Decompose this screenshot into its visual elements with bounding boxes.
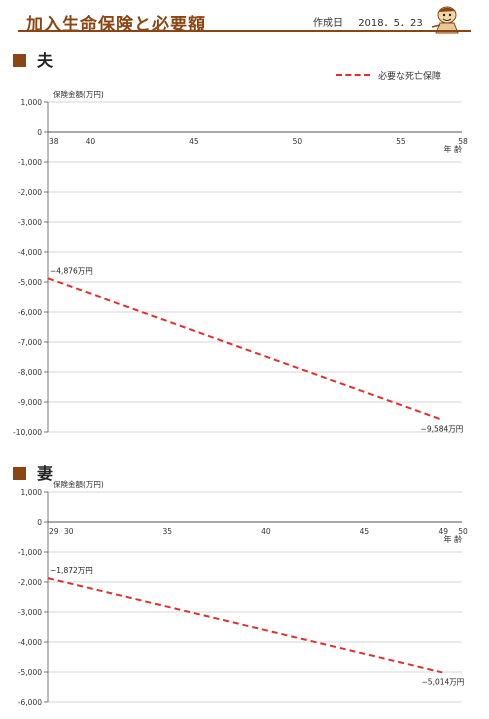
- x-tick-label: 45: [360, 527, 370, 536]
- y-tick-label: -6,000: [18, 698, 42, 707]
- data-label: −9,584万円: [421, 425, 464, 434]
- wife-chart: 1,000 0 -1,000 -2,000 -3,000 -4,000 -5,000 -6,0…: [18, 479, 468, 707]
- y-tick-label: -4,000: [18, 248, 42, 257]
- y-tick-label: -3,000: [18, 608, 42, 617]
- x-tick-label: 49: [439, 527, 449, 536]
- y-tick-label: -1,000: [18, 548, 42, 557]
- x-tick-label: 45: [189, 137, 199, 146]
- y-tick-label: 1,000: [21, 98, 43, 107]
- y-tick-label: -5,000: [18, 668, 42, 677]
- y-tick-label: 0: [37, 518, 42, 527]
- y-axis-label: 保険金額(万円): [53, 479, 104, 489]
- section-marker-icon: [13, 54, 26, 67]
- y-tick-label: -3,000: [18, 218, 42, 227]
- y-tick-label: -2,000: [18, 188, 42, 197]
- x-axis-label: 年 齢: [443, 534, 462, 544]
- x-axis-label: 年 齢: [443, 144, 462, 154]
- x-tick-label: 58: [458, 137, 468, 146]
- legend-label: 必要な死亡保障: [378, 72, 442, 82]
- husband-chart: 1,000 0 -1,000 -2,000 -3,000 -4,000 -5,000 -6,0…: [13, 89, 468, 437]
- x-tick-label: 50: [293, 137, 303, 146]
- y-tick-label: -1,000: [18, 158, 42, 167]
- series-line: [47, 577, 443, 674]
- y-tick-label: -10,000: [13, 428, 42, 437]
- x-tick-label: 29: [49, 527, 59, 536]
- x-tick-label: 35: [163, 527, 173, 536]
- header-divider: [18, 30, 471, 32]
- section-marker-icon: [13, 467, 26, 480]
- series-line: [47, 277, 442, 421]
- legend-swatch: [336, 74, 370, 76]
- y-tick-label: -8,000: [18, 368, 42, 377]
- x-tick-label: 40: [261, 527, 271, 536]
- mascot-icon: [431, 6, 459, 34]
- y-tick-label: 0: [37, 128, 42, 137]
- y-tick-label: 1,000: [21, 488, 43, 497]
- y-axis-label: 保険金額(万円): [53, 89, 104, 99]
- legend: 必要な死亡保障: [336, 69, 441, 82]
- y-tick-label: -7,000: [18, 338, 42, 347]
- y-tick-label: -2,000: [18, 578, 42, 587]
- y-tick-label: -9,000: [18, 398, 42, 407]
- created-date: 作成日 2018．5．23: [313, 14, 423, 29]
- data-label: −4,876万円: [50, 266, 93, 275]
- data-label: −5,014万円: [422, 677, 465, 686]
- x-tick-label: 50: [458, 527, 468, 536]
- section-husband-title: 夫: [13, 47, 53, 71]
- x-tick-label: 55: [396, 137, 406, 146]
- y-tick-label: -5,000: [18, 278, 42, 287]
- x-tick-label: 38: [49, 137, 59, 146]
- x-tick-label: 40: [86, 137, 96, 146]
- data-label: −1,872万円: [50, 566, 93, 575]
- created-date-value: 2018．5．23: [358, 18, 423, 29]
- y-tick-label: -4,000: [18, 638, 42, 647]
- created-label: 作成日: [313, 18, 343, 29]
- y-tick-label: -6,000: [18, 308, 42, 317]
- x-tick-label: 30: [64, 527, 74, 536]
- header: 加入生命保険と必要額 作成日 2018．5．23: [0, 0, 489, 40]
- section-wife-title: 妻: [13, 460, 53, 484]
